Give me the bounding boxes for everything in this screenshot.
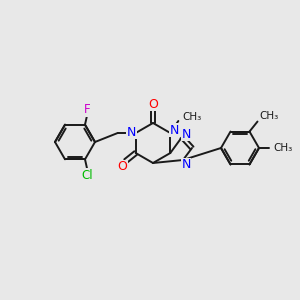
Text: Cl: Cl (81, 169, 93, 182)
Text: N: N (169, 124, 179, 136)
Text: O: O (148, 98, 158, 110)
Text: CH₃: CH₃ (182, 112, 202, 122)
Text: CH₃: CH₃ (260, 110, 279, 121)
Text: F: F (84, 103, 90, 116)
Text: CH₃: CH₃ (273, 143, 292, 153)
Text: N: N (127, 125, 136, 139)
Text: N: N (181, 128, 191, 140)
Text: O: O (118, 160, 128, 173)
Text: N: N (181, 158, 191, 172)
